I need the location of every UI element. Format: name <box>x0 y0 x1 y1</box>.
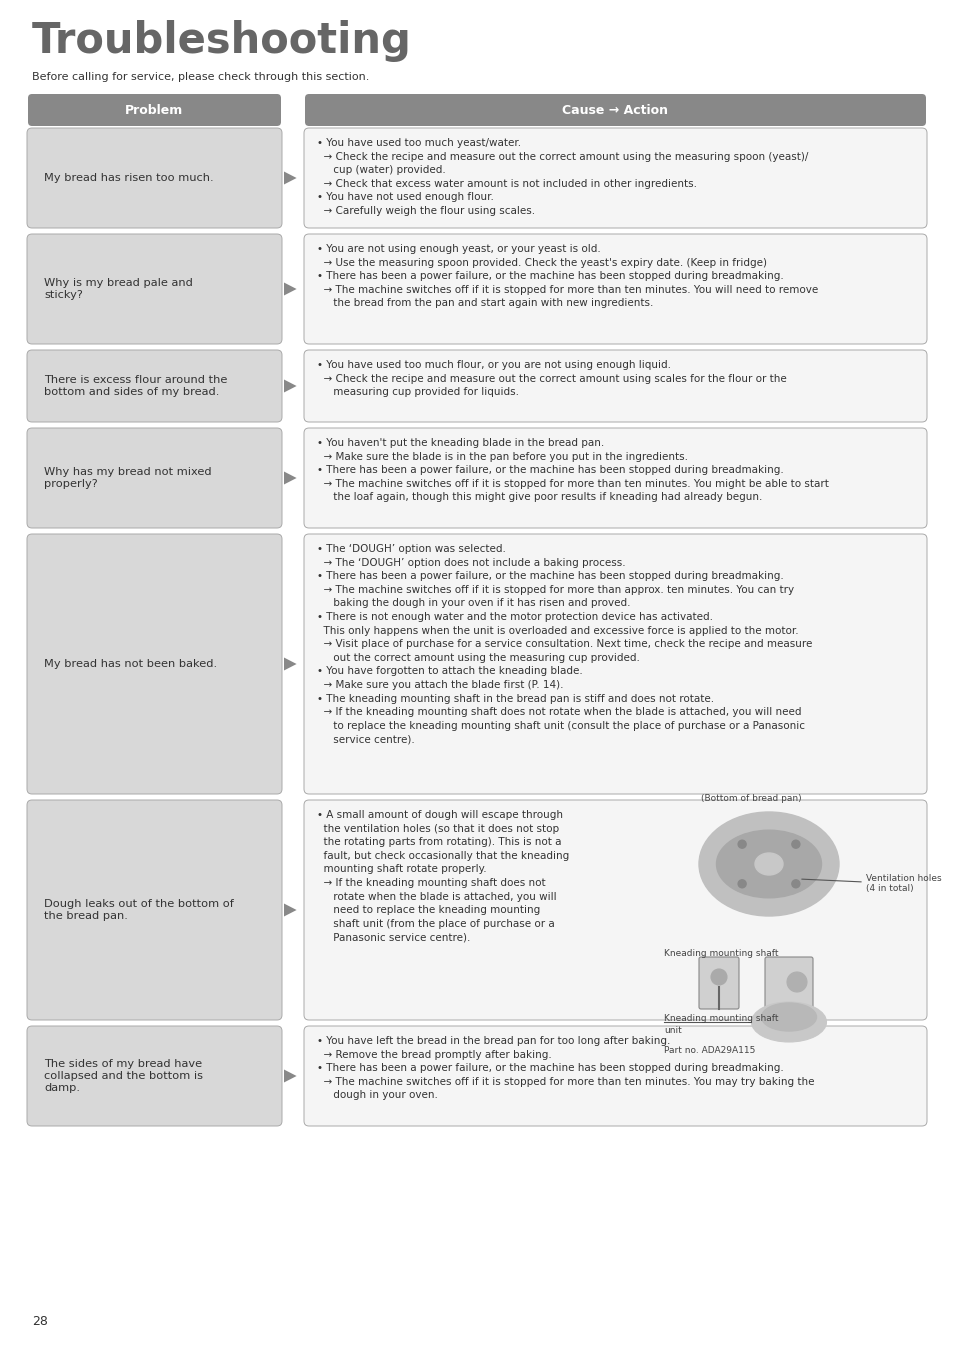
Text: The sides of my bread have
collapsed and the bottom is
damp.: The sides of my bread have collapsed and… <box>44 1060 203 1092</box>
FancyBboxPatch shape <box>764 957 812 1008</box>
Polygon shape <box>284 1069 296 1083</box>
FancyBboxPatch shape <box>304 1026 926 1126</box>
Polygon shape <box>284 657 296 671</box>
Polygon shape <box>284 903 296 917</box>
Text: Problem: Problem <box>125 104 183 116</box>
Circle shape <box>738 840 745 848</box>
FancyBboxPatch shape <box>304 128 926 228</box>
Ellipse shape <box>751 1002 825 1042</box>
Text: unit: unit <box>663 1026 681 1035</box>
FancyBboxPatch shape <box>27 234 282 344</box>
Text: • You haven't put the kneading blade in the bread pan.
  → Make sure the blade i: • You haven't put the kneading blade in … <box>316 437 828 502</box>
Ellipse shape <box>754 853 782 875</box>
Polygon shape <box>284 282 296 296</box>
Text: Kneading mounting shaft: Kneading mounting shaft <box>663 1014 778 1023</box>
Text: (4 in total): (4 in total) <box>865 884 913 892</box>
Polygon shape <box>284 471 296 485</box>
Text: My bread has risen too much.: My bread has risen too much. <box>44 173 213 184</box>
Text: Cause → Action: Cause → Action <box>562 104 668 116</box>
Circle shape <box>738 880 745 888</box>
Text: Why is my bread pale and
sticky?: Why is my bread pale and sticky? <box>44 278 193 300</box>
Circle shape <box>786 972 806 992</box>
Text: 28: 28 <box>32 1315 48 1328</box>
Text: (Bottom of bread pan): (Bottom of bread pan) <box>700 794 801 803</box>
Circle shape <box>791 840 799 848</box>
Ellipse shape <box>716 830 821 898</box>
Polygon shape <box>284 379 296 393</box>
Text: Dough leaks out of the bottom of
the bread pan.: Dough leaks out of the bottom of the bre… <box>44 899 233 921</box>
FancyBboxPatch shape <box>27 128 282 228</box>
Text: Kneading mounting shaft: Kneading mounting shaft <box>663 949 778 958</box>
FancyBboxPatch shape <box>304 350 926 423</box>
FancyBboxPatch shape <box>699 957 739 1008</box>
FancyBboxPatch shape <box>305 95 925 126</box>
Text: • You have left the bread in the bread pan for too long after baking.
  → Remove: • You have left the bread in the bread p… <box>316 1035 814 1100</box>
Ellipse shape <box>699 811 838 917</box>
Text: • A small amount of dough will escape through
  the ventilation holes (so that i: • A small amount of dough will escape th… <box>316 810 569 942</box>
FancyBboxPatch shape <box>304 234 926 344</box>
Circle shape <box>791 880 799 888</box>
Ellipse shape <box>760 1003 816 1031</box>
Text: • You have used too much flour, or you are not using enough liquid.
  → Check th: • You have used too much flour, or you a… <box>316 360 786 397</box>
FancyBboxPatch shape <box>304 428 926 528</box>
FancyBboxPatch shape <box>27 801 282 1021</box>
Polygon shape <box>284 171 296 185</box>
FancyBboxPatch shape <box>27 350 282 423</box>
FancyBboxPatch shape <box>27 535 282 794</box>
Text: • You are not using enough yeast, or your yeast is old.
  → Use the measuring sp: • You are not using enough yeast, or you… <box>316 244 818 308</box>
Text: There is excess flour around the
bottom and sides of my bread.: There is excess flour around the bottom … <box>44 375 227 397</box>
FancyBboxPatch shape <box>28 95 281 126</box>
Text: • The ‘DOUGH’ option was selected.
  → The ‘DOUGH’ option does not include a bak: • The ‘DOUGH’ option was selected. → The… <box>316 544 812 744</box>
FancyBboxPatch shape <box>304 535 926 794</box>
Text: My bread has not been baked.: My bread has not been baked. <box>44 659 217 670</box>
Text: Troubleshooting: Troubleshooting <box>32 20 412 62</box>
Text: Part no. ADA29A115: Part no. ADA29A115 <box>663 1046 755 1054</box>
Circle shape <box>710 969 726 986</box>
FancyBboxPatch shape <box>304 801 926 1021</box>
Text: • You have used too much yeast/water.
  → Check the recipe and measure out the c: • You have used too much yeast/water. → … <box>316 138 807 216</box>
Text: Ventilation holes: Ventilation holes <box>865 873 941 883</box>
Text: Why has my bread not mixed
properly?: Why has my bread not mixed properly? <box>44 467 212 489</box>
Text: Before calling for service, please check through this section.: Before calling for service, please check… <box>32 72 369 82</box>
FancyBboxPatch shape <box>27 428 282 528</box>
FancyBboxPatch shape <box>27 1026 282 1126</box>
